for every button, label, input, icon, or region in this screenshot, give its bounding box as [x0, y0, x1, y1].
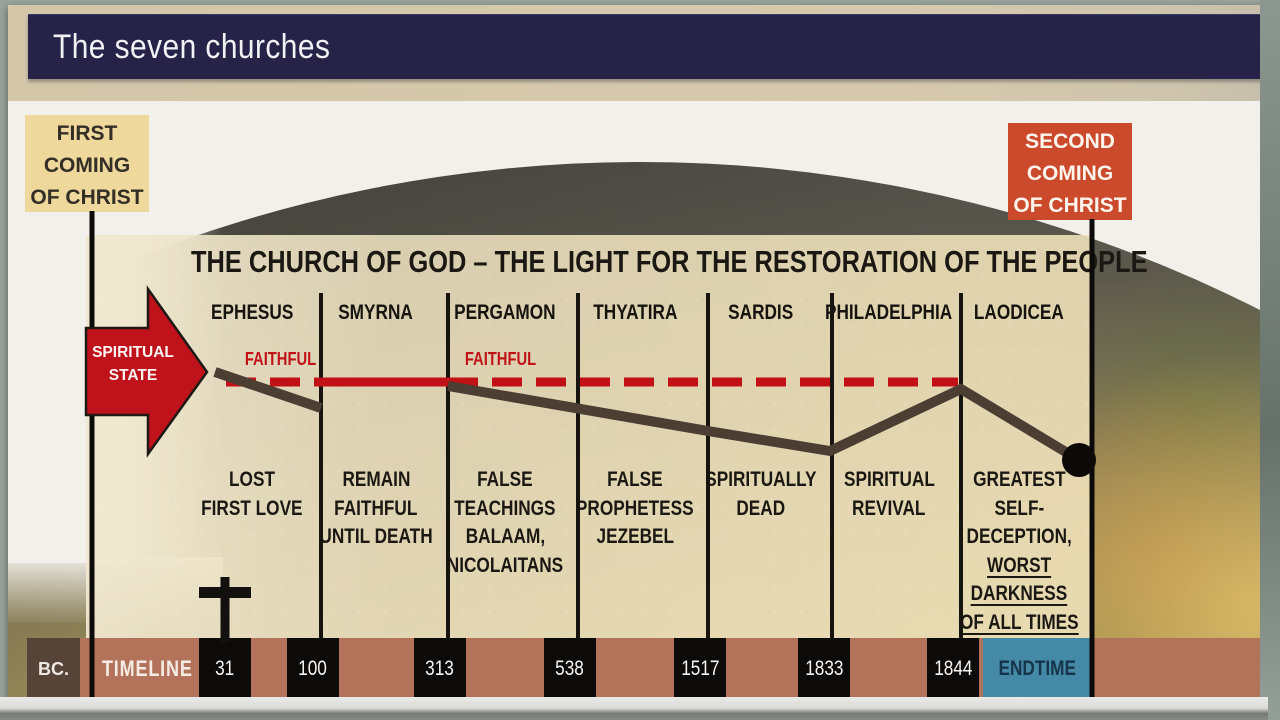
second-coming-box: SECOND COMING OF CHRIST: [1008, 123, 1132, 220]
church-desc-philadelphia: SPIRITUAL REVIVAL: [811, 466, 967, 523]
church-desc-line: DEAD: [736, 496, 786, 520]
faithful-label-text: FAITHFUL: [244, 349, 316, 369]
church-name-text: SMYRNA: [338, 301, 414, 324]
church-desc-line: SELF-: [994, 496, 1044, 520]
church-desc-line: WORST: [986, 553, 1052, 577]
second-coming-line: OF CHRIST: [1013, 194, 1127, 217]
churches-panel: [86, 235, 1092, 643]
church-desc-line: SPIRITUALLY: [705, 468, 817, 491]
spiritual-state-arrow-label: SPIRITUAL STATE: [92, 344, 174, 384]
church-name-smyrna: SMYRNA: [296, 301, 456, 325]
bc-label-box: BC.: [27, 638, 80, 700]
slide-title-bar: The seven churches: [28, 14, 1267, 79]
church-desc-line: DARKNESS: [970, 582, 1068, 605]
church-name-thyatira: THYATIRA: [555, 301, 715, 325]
church-desc-sardis: SPIRITUALLY DEAD: [683, 466, 839, 523]
endtime-box: ENDTIME: [983, 638, 1092, 700]
church-desc-line: LOST: [229, 468, 275, 491]
church-desc-line: GREATEST: [972, 468, 1066, 491]
church-name-text: PHILADELPHIA: [825, 301, 953, 324]
church-name-sardis: SARDIS: [681, 301, 841, 325]
slide-title: The seven churches: [53, 27, 331, 66]
church-name-laodicea: LAODICEA: [939, 301, 1099, 325]
year-label: 1517: [680, 657, 720, 680]
spiritual-state-line: [213, 367, 323, 413]
church-name-text: EPHESUS: [210, 301, 294, 324]
church-name-philadelphia: PHILADELPHIA: [809, 301, 969, 325]
year-label: 1844: [933, 657, 973, 680]
church-name-text: SARDIS: [728, 301, 794, 324]
church-desc-line: FIRST LOVE: [201, 496, 303, 520]
church-desc-line: UNTIL DEATH: [319, 525, 433, 548]
church-desc-line: REMAIN: [342, 468, 410, 491]
first-coming-line: COMING: [43, 154, 131, 177]
year-box-1517: 1517: [674, 638, 726, 700]
panel-title: THE CHURCH OF GOD – THE LIGHT FOR THE RE…: [190, 244, 1148, 279]
faithful-label-text: FAITHFUL: [464, 349, 536, 369]
faithful-label-1: FAITHFUL: [220, 349, 340, 370]
church-name-ephesus: EPHESUS: [172, 301, 332, 325]
church-desc-line: TEACHINGS: [454, 496, 556, 520]
church-desc-line: SPIRITUAL: [843, 468, 935, 491]
second-coming-line: COMING: [1026, 162, 1114, 185]
screen-edge-right: [1260, 0, 1280, 720]
cross-icon: [220, 577, 230, 642]
year-label: 31: [215, 657, 235, 680]
screen-edge-bottom: [0, 690, 1268, 720]
faithful-label-2: FAITHFUL: [440, 349, 560, 370]
first-coming-line: OF CHRIST: [30, 186, 144, 209]
year-box-100: 100: [287, 638, 339, 700]
church-desc-thyatira: FALSE PROPHETESS JEZEBEL: [557, 466, 713, 552]
slide: The seven churches THE CHURCH OF GOD – T…: [8, 5, 1268, 712]
church-desc-line: PROPHETESS: [576, 496, 694, 520]
first-coming-box: FIRST COMING OF CHRIST: [25, 115, 149, 212]
year-label: 538: [555, 657, 585, 680]
year-label: 100: [298, 657, 328, 680]
church-desc-smyrna: REMAIN FAITHFUL UNTIL DEATH: [298, 466, 454, 552]
church-desc-line: BALAAM,: [465, 525, 545, 548]
second-coming-line: SECOND: [1025, 130, 1115, 153]
church-desc-line: FALSE: [607, 468, 663, 491]
church-name-text: LAODICEA: [974, 301, 1064, 324]
cross-icon: [199, 587, 251, 598]
church-desc-pergamon: FALSE TEACHINGS BALAAM, NICOLAITANS: [427, 466, 583, 580]
year-label: 1833: [804, 657, 844, 680]
church-desc-line: FALSE: [477, 468, 533, 491]
church-desc-line: FAITHFUL: [334, 496, 418, 520]
church-desc-laodicea: GREATEST SELF- DECEPTION, WORST DARKNESS OF A…: [941, 466, 1097, 637]
church-desc-line: OF ALL TIMES: [959, 610, 1079, 634]
church-desc-line: NICOLAITANS: [446, 553, 564, 577]
church-name-pergamon: PERGAMON: [425, 301, 585, 325]
church-desc-line: JEZEBEL: [596, 525, 674, 548]
first-coming-line: FIRST: [56, 122, 118, 145]
spiritual-state-chart: [84, 211, 1096, 697]
church-desc-line: REVIVAL: [852, 496, 926, 520]
endpoint-dot: [1062, 443, 1096, 477]
year-box-1833: 1833: [798, 638, 850, 700]
church-name-text: PERGAMON: [454, 301, 556, 324]
year-box-1844: 1844: [927, 638, 979, 700]
church-desc-line: DECEPTION,: [966, 525, 1072, 548]
timeline-label: TIMELINE: [101, 656, 193, 681]
year-box-538: 538: [544, 638, 596, 700]
spiritual-state-arrow: [84, 285, 209, 458]
church-desc-ephesus: LOST FIRST LOVE: [174, 466, 330, 523]
year-box-313: 313: [414, 638, 466, 700]
church-name-text: THYATIRA: [592, 301, 678, 324]
spiritual-state-line: [447, 381, 1082, 465]
year-box-31: 31: [199, 638, 251, 700]
year-label: 313: [425, 657, 455, 680]
